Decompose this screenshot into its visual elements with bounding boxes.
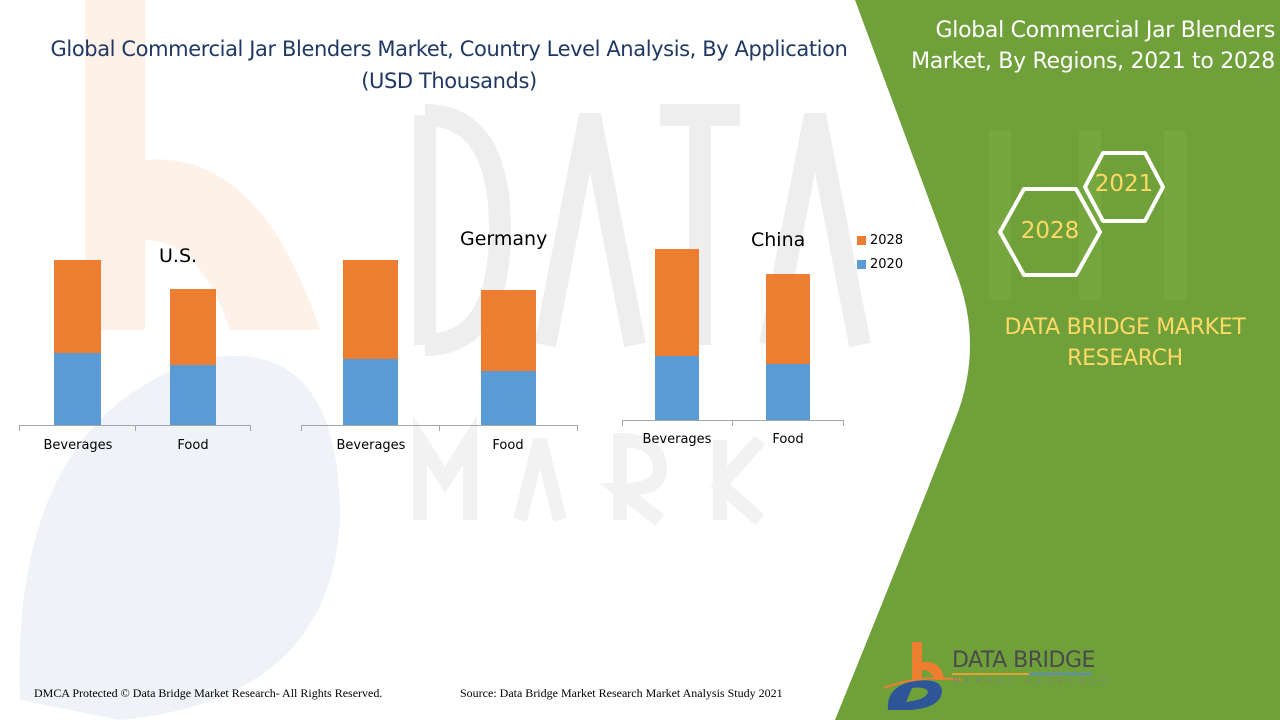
hexagon-2021-icon <box>1083 151 1165 223</box>
legend-item-2028: 2028 <box>857 228 903 252</box>
bar-china-beverages <box>655 249 699 420</box>
axis-tick <box>301 425 302 431</box>
brand-text-line2: RESEARCH <box>1067 346 1183 371</box>
chart-title: Global Commercial Jar Blenders Market, C… <box>0 33 898 97</box>
axis-tick <box>622 420 623 426</box>
bar-segment-2020 <box>170 365 216 425</box>
source-note: Source: Data Bridge Market Research Mark… <box>460 686 783 700</box>
axis-tick <box>439 425 440 431</box>
bar-segment-2020 <box>481 371 536 425</box>
bar-segment-2020 <box>655 356 699 420</box>
copyright-notice: DMCA Protected © Data Bridge Market Rese… <box>34 686 383 700</box>
category-label: Beverages <box>642 432 712 447</box>
bar-segment-2020 <box>766 364 810 420</box>
side-panel-title-line1: Global Commercial Jar Blenders <box>935 18 1276 43</box>
bar-segment-2028 <box>766 274 810 364</box>
legend-label: 2020 <box>870 256 904 272</box>
bar-us-food <box>170 289 216 425</box>
country-label-us: U.S. <box>159 245 198 267</box>
bar-segment-2020 <box>54 353 101 425</box>
legend-swatch-2028 <box>857 235 866 245</box>
brand-text-line1: DATA BRIDGE MARKET <box>1004 315 1246 340</box>
logo-subtitle: MARKET RESEARCH <box>953 677 1112 685</box>
brand-text: DATA BRIDGE MARKET RESEARCH <box>985 312 1265 374</box>
x-axis-us <box>19 425 250 426</box>
bar-germany-food <box>481 290 536 425</box>
axis-tick <box>843 420 844 426</box>
category-label: Food <box>492 438 524 453</box>
bar-china-food <box>766 274 810 420</box>
category-label: Food <box>772 432 804 447</box>
chart-legend: 2028 2020 <box>857 228 903 276</box>
side-panel-title: Global Commercial Jar Blenders Market, B… <box>895 15 1275 77</box>
hexagon-2028-icon <box>998 187 1102 277</box>
bar-us-beverages <box>54 260 101 425</box>
bar-segment-2028 <box>655 249 699 356</box>
bar-segment-2028 <box>54 260 101 353</box>
legend-label: 2028 <box>870 232 904 248</box>
axis-tick <box>250 425 251 431</box>
axis-tick <box>732 420 733 426</box>
axis-tick <box>19 425 20 431</box>
legend-swatch-2020 <box>857 259 866 269</box>
chart-title-line1: Global Commercial Jar Blenders Market, C… <box>50 37 848 61</box>
hex-label-2021: 2021 <box>1094 171 1154 197</box>
bar-segment-2028 <box>170 289 216 365</box>
hex-label-2028: 2028 <box>1020 218 1080 244</box>
bar-segment-2020 <box>343 359 398 425</box>
logo-wordmark: DATA BRIDGE <box>952 648 1095 673</box>
legend-item-2020: 2020 <box>857 252 903 276</box>
logo-divider <box>952 673 1092 675</box>
country-label-germany: Germany <box>460 228 548 250</box>
data-bridge-logo-icon <box>883 642 963 710</box>
side-panel-title-line2: Market, By Regions, 2021 to 2028 <box>911 49 1275 74</box>
axis-tick <box>135 425 136 431</box>
chart-title-line2: (USD Thousands) <box>361 69 537 93</box>
axis-tick <box>577 425 578 431</box>
category-label: Food <box>177 438 209 453</box>
bar-segment-2028 <box>481 290 536 371</box>
bar-germany-beverages <box>343 260 398 425</box>
category-label: Beverages <box>43 438 113 453</box>
category-label: Beverages <box>336 438 406 453</box>
country-label-china: China <box>751 229 806 251</box>
bar-segment-2028 <box>343 260 398 359</box>
